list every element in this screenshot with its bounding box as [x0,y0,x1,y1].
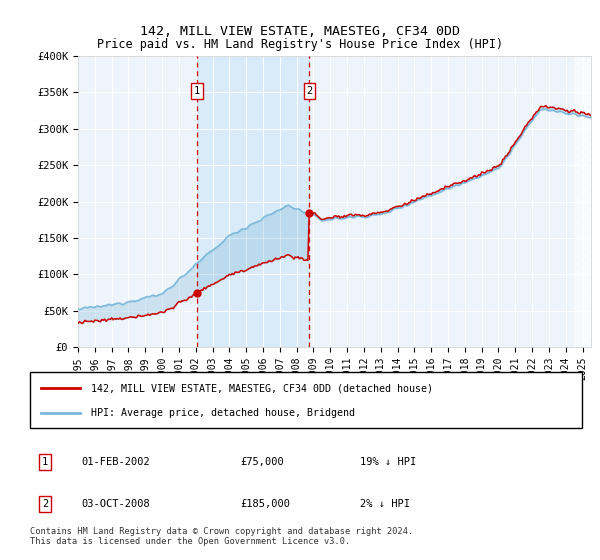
Text: 2% ↓ HPI: 2% ↓ HPI [360,499,410,509]
Text: £185,000: £185,000 [240,499,290,509]
Text: 142, MILL VIEW ESTATE, MAESTEG, CF34 0DD: 142, MILL VIEW ESTATE, MAESTEG, CF34 0DD [140,25,460,38]
Bar [574,56,591,347]
Text: HPI: Average price, detached house, Bridgend: HPI: Average price, detached house, Brid… [91,408,355,418]
Text: 01-FEB-2002: 01-FEB-2002 [81,457,150,467]
Text: Price paid vs. HM Land Registry's House Price Index (HPI): Price paid vs. HM Land Registry's House … [97,38,503,51]
Text: 2: 2 [42,499,48,509]
Bar [197,56,309,347]
Text: £75,000: £75,000 [240,457,284,467]
FancyBboxPatch shape [30,372,582,428]
Text: 1: 1 [194,86,200,96]
Text: 19% ↓ HPI: 19% ↓ HPI [360,457,416,467]
Text: 2: 2 [306,86,313,96]
Text: 142, MILL VIEW ESTATE, MAESTEG, CF34 0DD (detached house): 142, MILL VIEW ESTATE, MAESTEG, CF34 0DD… [91,383,433,393]
Text: 03-OCT-2008: 03-OCT-2008 [81,499,150,509]
Text: Contains HM Land Registry data © Crown copyright and database right 2024.
This d: Contains HM Land Registry data © Crown c… [30,526,413,546]
Text: 1: 1 [42,457,48,467]
